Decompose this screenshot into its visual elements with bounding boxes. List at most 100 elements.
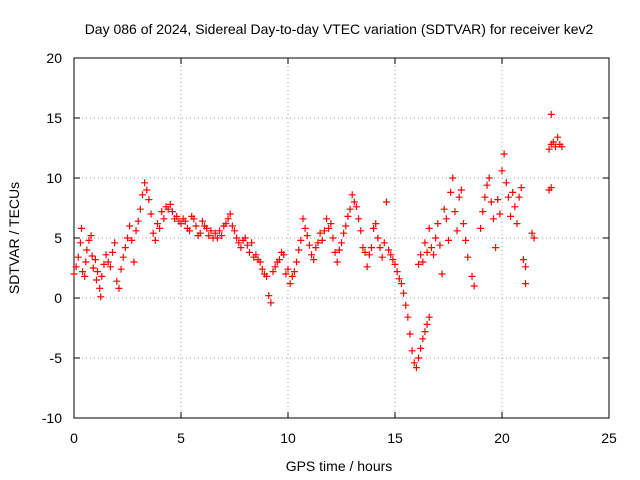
data-point (224, 215, 232, 223)
data-point (545, 145, 553, 153)
data-point (425, 313, 433, 321)
data-point (374, 234, 382, 242)
data-point (156, 224, 164, 232)
data-point (126, 222, 134, 230)
data-point (367, 244, 375, 252)
data-point (515, 193, 523, 201)
y-tick-label: -10 (42, 410, 62, 426)
data-point (228, 222, 236, 230)
data-point (494, 196, 502, 204)
y-tick-label: 0 (54, 290, 62, 306)
data-point (519, 256, 527, 264)
data-point (314, 239, 322, 247)
data-point (393, 268, 401, 276)
data-point (434, 220, 442, 228)
data-point (290, 268, 298, 276)
data-point (164, 205, 172, 213)
data-point (410, 359, 418, 367)
data-point (205, 232, 213, 240)
data-point (275, 256, 283, 264)
data-point (528, 229, 536, 237)
data-point (427, 244, 435, 252)
data-point (333, 258, 341, 266)
data-point (451, 208, 459, 216)
data-point (151, 236, 159, 244)
data-point (421, 239, 429, 247)
data-point (265, 292, 273, 300)
data-point (479, 208, 487, 216)
data-point (350, 198, 358, 206)
data-point (320, 227, 328, 235)
data-point (406, 330, 414, 338)
data-point (318, 236, 326, 244)
data-point (192, 222, 200, 230)
data-point (449, 174, 457, 182)
data-point (359, 244, 367, 252)
data-point (130, 258, 138, 266)
data-point (481, 193, 489, 201)
data-point (158, 208, 166, 216)
data-point (329, 234, 337, 242)
data-point (552, 143, 559, 151)
data-point (352, 203, 360, 211)
data-point (489, 215, 497, 223)
data-point (496, 210, 504, 218)
data-point (385, 246, 393, 254)
data-point (438, 270, 446, 278)
data-point (147, 210, 155, 218)
data-point (397, 280, 405, 288)
data-point (190, 215, 198, 223)
data-point (442, 215, 450, 223)
data-point (109, 248, 117, 256)
data-point (365, 251, 373, 259)
data-point (196, 229, 204, 237)
x-tick-label: 10 (280, 430, 296, 446)
y-tick-label: -5 (50, 350, 63, 366)
data-point (87, 232, 95, 240)
data-point (310, 256, 318, 264)
data-point (76, 239, 84, 247)
data-point (419, 258, 427, 266)
data-point (297, 236, 305, 244)
data-point (269, 268, 277, 276)
data-point (331, 248, 339, 256)
data-point (102, 251, 110, 259)
data-point (340, 229, 348, 237)
data-point (391, 260, 399, 268)
data-point (509, 188, 517, 196)
data-point (91, 256, 99, 264)
data-point (554, 133, 562, 141)
data-point (389, 256, 397, 264)
data-point (549, 138, 557, 146)
data-point (181, 217, 189, 225)
data-point (98, 272, 106, 280)
data-point (417, 251, 425, 259)
data-point (216, 227, 224, 235)
data-point (447, 188, 455, 196)
data-points (70, 110, 566, 372)
data-point (138, 191, 146, 199)
y-tick-labels: -10 -5 0 5 10 15 20 (42, 50, 62, 426)
data-point (168, 208, 176, 216)
data-point (522, 280, 530, 288)
data-point (252, 251, 260, 259)
data-point (243, 241, 251, 249)
data-point (288, 272, 296, 280)
data-point (342, 222, 350, 230)
data-point (70, 270, 78, 278)
data-point (500, 150, 508, 158)
chart-title: Day 086 of 2024, Sidereal Day-to-day VTE… (85, 21, 594, 37)
data-point (338, 239, 345, 247)
data-point (248, 239, 256, 247)
data-point (104, 258, 112, 266)
data-point (85, 236, 93, 244)
data-point (361, 248, 369, 256)
data-point (502, 179, 510, 187)
data-point (344, 212, 352, 220)
data-point (380, 239, 388, 247)
data-point (445, 236, 452, 244)
gridlines (74, 58, 609, 418)
data-point (412, 364, 420, 372)
data-point (372, 220, 380, 228)
data-point (511, 203, 519, 211)
